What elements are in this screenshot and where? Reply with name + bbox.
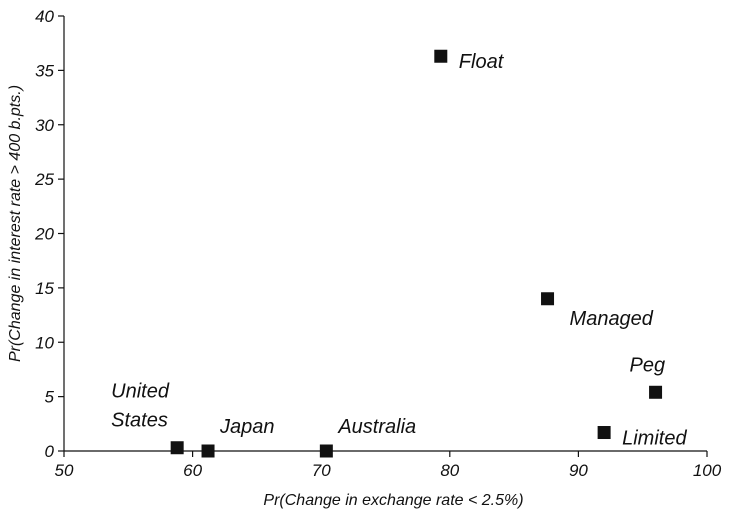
point-label: Australia: [337, 416, 416, 438]
y-tick-label: 20: [34, 225, 54, 244]
data-point: [319, 444, 333, 458]
data-point: [541, 292, 555, 306]
y-tick-label: 0: [45, 442, 55, 461]
ticks: 0 5 10 15 20 25 30 35 40 50 60 70 80 90 100: [34, 7, 722, 480]
data-point: [649, 385, 663, 399]
x-tick-label: 80: [440, 461, 459, 480]
x-tick-label: 100: [693, 461, 722, 480]
y-tick-label: 25: [34, 170, 54, 189]
x-tick-label: 90: [569, 461, 588, 480]
y-axis-title: Pr(Change in interest rate > 400 b.pts.): [7, 85, 24, 362]
point-label: Managed: [570, 308, 654, 330]
x-tick-label: 60: [183, 461, 202, 480]
y-tick-label: 10: [35, 333, 54, 352]
point-label: Float: [459, 51, 505, 73]
data-point: [201, 444, 215, 458]
y-tick-label: 15: [35, 279, 54, 298]
data-points: [170, 49, 663, 458]
point-label: States: [111, 410, 168, 432]
data-point: [597, 426, 611, 440]
point-label: United: [111, 381, 170, 403]
y-tick-label: 30: [35, 116, 54, 135]
point-label: Japan: [219, 416, 274, 438]
data-point: [434, 49, 448, 63]
x-axis-title: Pr(Change in exchange rate < 2.5%): [263, 492, 523, 509]
y-tick-label: 35: [35, 61, 54, 80]
x-tick-label: 50: [55, 461, 74, 480]
point-label: Limited: [622, 428, 687, 450]
point-label: Peg: [630, 354, 666, 376]
y-tick-label: 5: [45, 388, 55, 407]
x-tick-label: 70: [312, 461, 331, 480]
data-point: [170, 441, 184, 455]
point-labels: Float Managed Peg Limited United States Japan A…: [111, 51, 687, 449]
y-tick-label: 40: [35, 7, 54, 26]
